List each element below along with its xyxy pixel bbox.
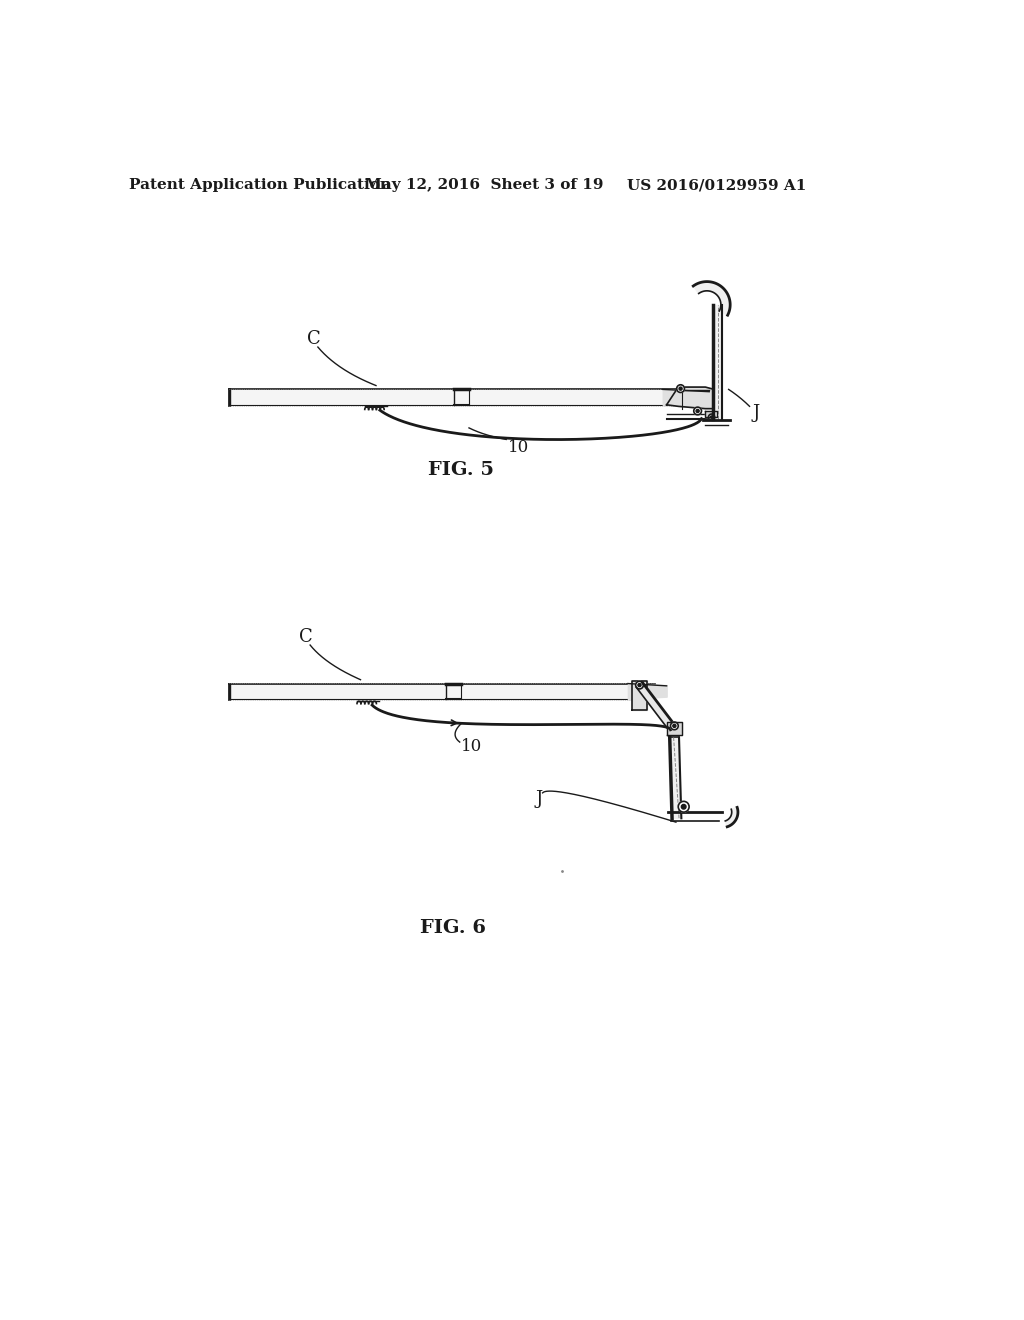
Circle shape xyxy=(638,684,641,686)
Text: J: J xyxy=(752,404,760,421)
Polygon shape xyxy=(636,682,674,729)
Polygon shape xyxy=(713,305,722,418)
Polygon shape xyxy=(693,281,730,315)
Circle shape xyxy=(679,387,682,391)
Text: FIG. 5: FIG. 5 xyxy=(428,461,495,479)
Circle shape xyxy=(673,725,676,727)
Polygon shape xyxy=(706,411,717,417)
Text: Patent Application Publication: Patent Application Publication xyxy=(129,178,391,193)
Text: May 12, 2016  Sheet 3 of 19: May 12, 2016 Sheet 3 of 19 xyxy=(366,178,604,193)
Circle shape xyxy=(677,385,684,392)
Text: C: C xyxy=(299,628,313,647)
Circle shape xyxy=(681,804,686,809)
Circle shape xyxy=(709,414,715,420)
Circle shape xyxy=(696,409,699,412)
Polygon shape xyxy=(725,808,738,826)
Polygon shape xyxy=(670,738,681,818)
Circle shape xyxy=(636,681,643,689)
Text: 10: 10 xyxy=(461,738,482,755)
Polygon shape xyxy=(667,722,682,735)
Polygon shape xyxy=(632,681,647,710)
Text: FIG. 6: FIG. 6 xyxy=(421,920,486,937)
Text: 10: 10 xyxy=(508,438,529,455)
Text: US 2016/0129959 A1: US 2016/0129959 A1 xyxy=(628,178,807,193)
Circle shape xyxy=(671,722,678,730)
Circle shape xyxy=(693,407,701,414)
Polygon shape xyxy=(667,387,717,409)
Text: J: J xyxy=(536,791,543,808)
Circle shape xyxy=(711,416,713,418)
Text: C: C xyxy=(307,330,321,348)
Circle shape xyxy=(678,801,689,812)
